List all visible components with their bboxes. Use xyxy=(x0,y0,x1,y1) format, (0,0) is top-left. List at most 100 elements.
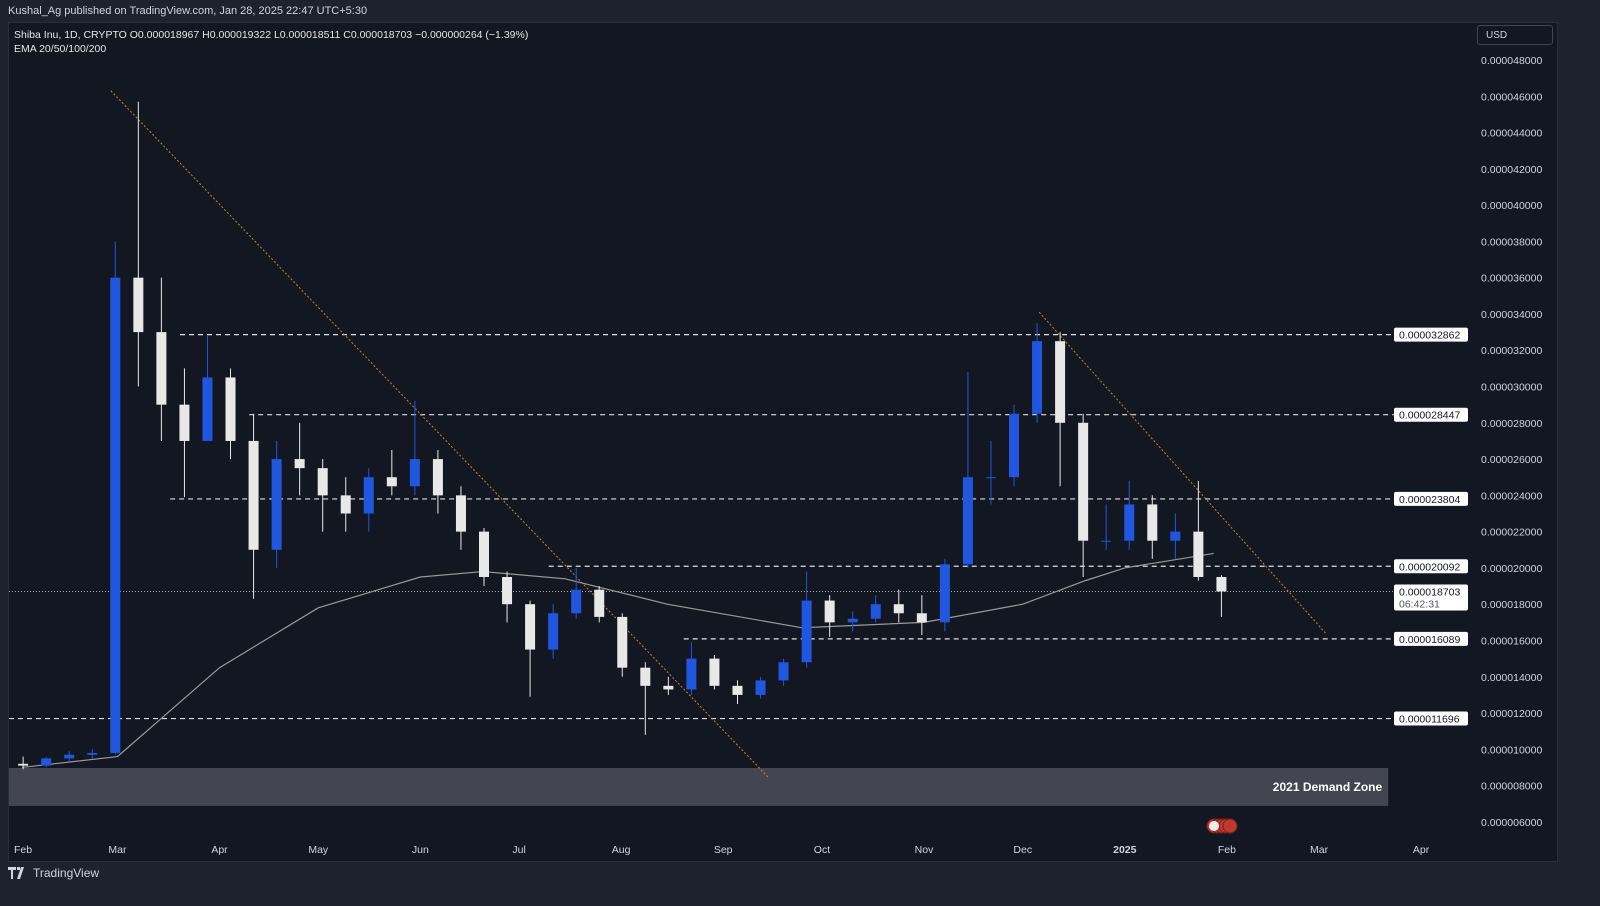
y-tick-label: 0.000006000 xyxy=(1481,817,1542,829)
candle-body xyxy=(271,459,282,550)
y-tick-label: 0.000044000 xyxy=(1481,128,1542,140)
level-price-label: 0.000023804 xyxy=(1399,494,1460,506)
candle-body xyxy=(824,600,835,623)
candle-body xyxy=(133,277,144,333)
candle-body xyxy=(41,758,52,766)
candle-body xyxy=(87,752,98,755)
us-event-flag-icon[interactable] xyxy=(1222,818,1238,834)
candle-body xyxy=(479,531,490,577)
y-tick-label: 0.000030000 xyxy=(1481,382,1542,394)
trendline[interactable] xyxy=(110,90,770,779)
candle-body xyxy=(640,667,651,686)
chart-legend: Shiba Inu, 1D, CRYPTO O0.000018967 H0.00… xyxy=(14,28,528,56)
publish-header: Kushal_Ag published on TradingView.com, … xyxy=(0,0,1600,22)
candle-body xyxy=(985,477,996,479)
candle-body xyxy=(1124,504,1135,541)
currency-button[interactable]: USD xyxy=(1477,25,1553,45)
candle-body xyxy=(1032,341,1043,414)
tradingview-logo[interactable]: TradingView xyxy=(8,866,99,880)
level-price-label: 0.000016089 xyxy=(1399,634,1460,646)
demand-zone-label: 2021 Demand Zone xyxy=(1273,780,1383,794)
level-price-box xyxy=(1394,407,1468,422)
level-price-box xyxy=(1394,711,1468,726)
tv-logo-icon xyxy=(8,867,24,879)
candle-body xyxy=(801,600,812,663)
indicator-label[interactable]: EMA 20/50/100/200 xyxy=(14,43,107,55)
y-tick-label: 0.000048000 xyxy=(1481,55,1542,67)
level-price-label: 0.000020092 xyxy=(1399,561,1460,573)
y-tick-label: 0.000012000 xyxy=(1481,708,1542,720)
candle-body xyxy=(386,477,397,487)
candle-body xyxy=(248,440,259,550)
y-tick-label: 0.000032000 xyxy=(1481,345,1542,357)
candle-body xyxy=(1078,422,1089,541)
candle-body xyxy=(1193,531,1204,577)
candle-body xyxy=(916,613,927,623)
candle-body xyxy=(847,618,858,623)
x-tick-label: Apr xyxy=(1413,844,1430,856)
candle-body xyxy=(617,616,628,668)
candle-body xyxy=(1170,531,1181,541)
candle-body xyxy=(571,589,582,614)
candle-body xyxy=(317,468,328,496)
candle-body xyxy=(294,459,305,469)
candle-body xyxy=(939,564,950,623)
candle-body xyxy=(18,763,29,766)
candle-body xyxy=(202,377,213,441)
y-tick-label: 0.000020000 xyxy=(1481,563,1542,575)
y-tick-label: 0.000014000 xyxy=(1481,672,1542,684)
level-price-box xyxy=(1394,491,1468,506)
candle-body xyxy=(663,685,674,690)
candle-body xyxy=(870,604,881,619)
candle-body xyxy=(548,613,559,650)
level-price-label: 0.000032862 xyxy=(1399,330,1460,342)
y-tick-label: 0.000008000 xyxy=(1481,781,1542,793)
candle-body xyxy=(962,477,973,565)
candle-body xyxy=(893,604,904,614)
x-tick-label: Jul xyxy=(512,844,525,856)
y-tick-label: 0.000016000 xyxy=(1481,635,1542,647)
candle-body xyxy=(179,404,190,441)
demand-zone[interactable] xyxy=(9,768,1389,806)
y-tick-label: 0.000026000 xyxy=(1481,454,1542,466)
y-tick-label: 0.000046000 xyxy=(1481,91,1542,103)
y-tick-label: 0.000028000 xyxy=(1481,418,1542,430)
y-tick-label: 0.000010000 xyxy=(1481,744,1542,756)
level-price-box xyxy=(1394,327,1468,342)
candle-body xyxy=(455,495,466,532)
x-tick-label: Mar xyxy=(1310,844,1329,856)
candle-body xyxy=(594,589,605,617)
bar-countdown: 06:42:31 xyxy=(1399,598,1440,610)
candle-body xyxy=(1147,504,1158,541)
y-tick-label: 0.000022000 xyxy=(1481,527,1542,539)
chart-panel[interactable] xyxy=(8,22,1558,862)
us-flag-icon xyxy=(1209,821,1219,831)
x-tick-label: Feb xyxy=(14,844,32,856)
x-tick-label: Feb xyxy=(1218,844,1236,856)
x-tick-label: Oct xyxy=(814,844,830,856)
y-tick-label: 0.000038000 xyxy=(1481,236,1542,248)
x-tick-label: Dec xyxy=(1013,844,1032,856)
candle-body xyxy=(409,459,420,487)
ema-200-line[interactable] xyxy=(21,552,1214,769)
symbol-ohlc: Shiba Inu, 1D, CRYPTO O0.000018967 H0.00… xyxy=(14,29,529,41)
x-tick-label: Apr xyxy=(211,844,228,856)
candle-body xyxy=(225,377,236,441)
current-price-label: 0.000018703 xyxy=(1399,586,1460,598)
candle-body xyxy=(1055,341,1066,423)
candle-body xyxy=(363,477,374,514)
x-tick-label: 2025 xyxy=(1113,844,1137,856)
candle-body xyxy=(525,604,536,650)
y-tick-label: 0.000034000 xyxy=(1481,309,1542,321)
candle-body xyxy=(156,332,167,405)
x-tick-label: Sep xyxy=(714,844,733,856)
x-tick-label: Nov xyxy=(915,844,934,856)
candle-body xyxy=(340,495,351,514)
candle-body xyxy=(778,662,789,681)
x-tick-label: Mar xyxy=(108,844,127,856)
level-price-box xyxy=(1394,631,1468,646)
footer-brand: TradingView xyxy=(33,866,100,880)
candle-body xyxy=(1009,413,1020,478)
level-price-label: 0.000011696 xyxy=(1399,714,1460,726)
